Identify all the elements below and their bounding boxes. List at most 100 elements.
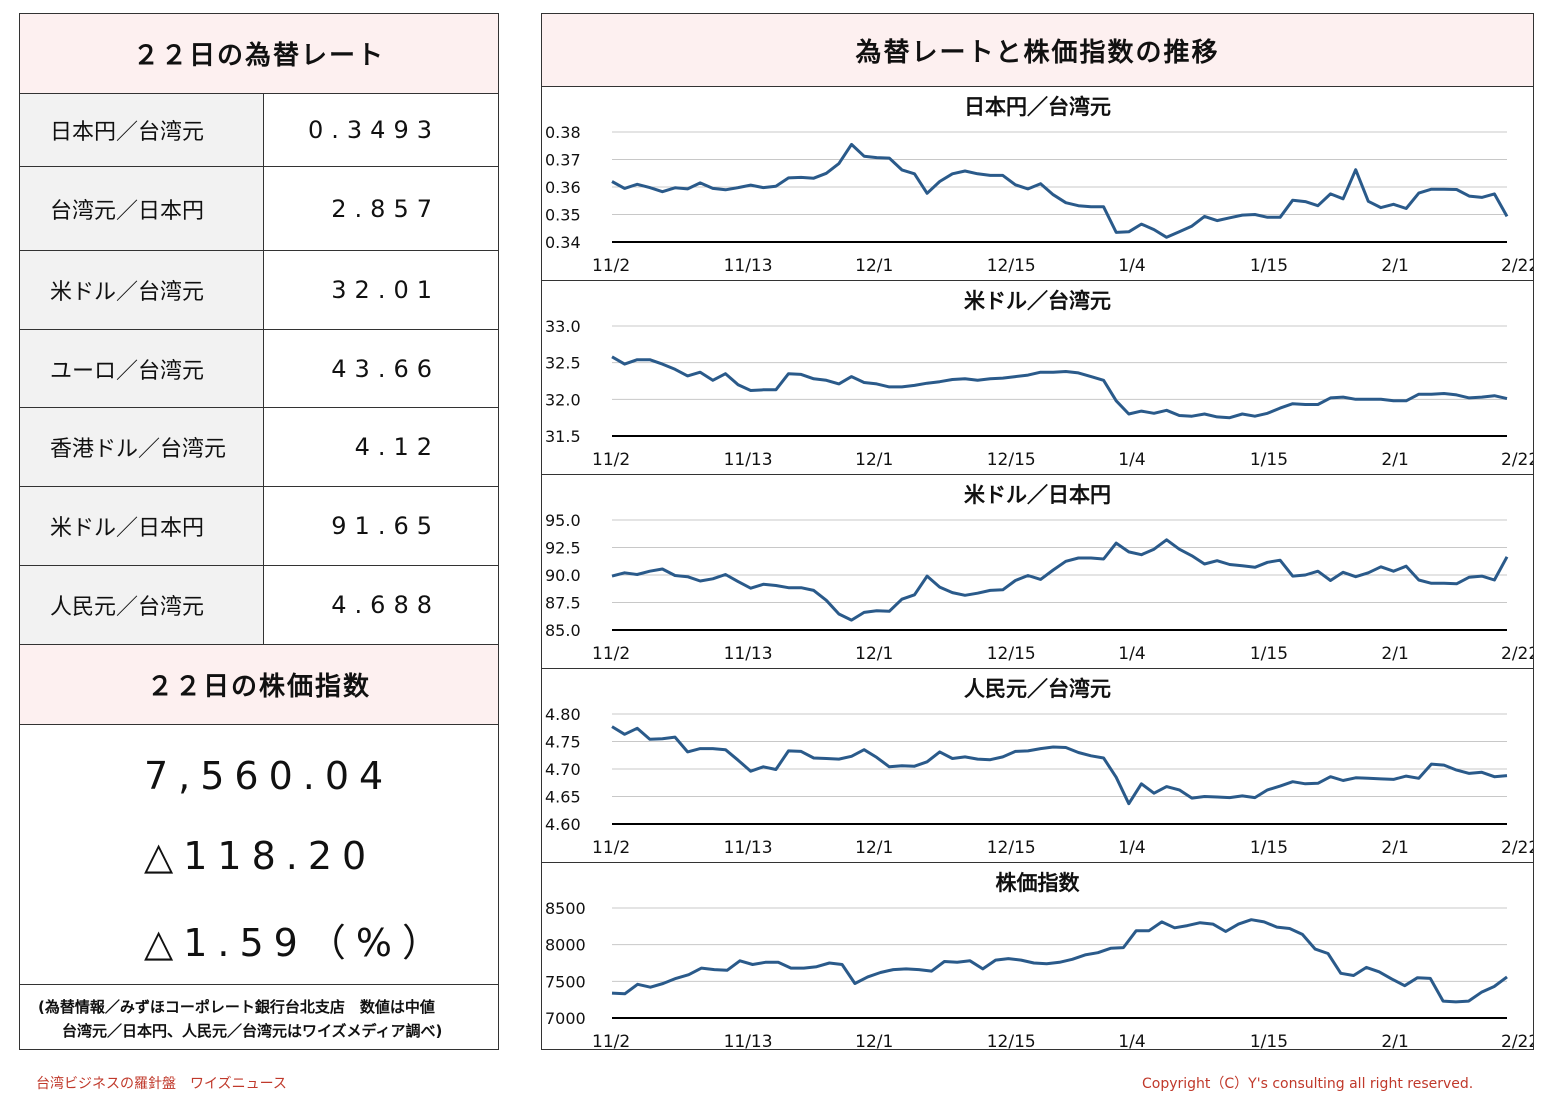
rate-label: 香港ドル／台湾元: [20, 408, 264, 486]
source-note-line2: 台湾元／日本円、人民元／台湾元はワイズメディア調べ): [62, 1022, 443, 1040]
rate-value: 4.688: [331, 591, 440, 619]
x-tick-label: 11/13: [724, 838, 773, 858]
rate-value: 32.01: [331, 276, 440, 304]
line-chart: 95.0 92.5 90.0 87.5 85.0 11/2 11/13 12/1 12/15 1/…: [545, 511, 1533, 664]
x-tick-label: 12/1: [855, 1032, 893, 1052]
stock-change-pct: △1.59（%）: [144, 921, 450, 965]
x-tick-label: 12/15: [987, 838, 1036, 858]
y-tick-label: 4.80: [545, 705, 581, 724]
x-tick-label: 1/15: [1250, 1032, 1288, 1052]
y-tick-label: 33.0: [545, 317, 581, 336]
x-tick-label: 12/15: [987, 1032, 1036, 1052]
y-tick-label: 7500: [545, 972, 586, 991]
y-tick-label: 7000: [545, 1009, 586, 1028]
rate-label: 米ドル／日本円: [20, 487, 264, 565]
x-tick-label: 11/2: [592, 450, 630, 470]
y-tick-label: 32.0: [545, 390, 581, 409]
x-tick-label: 1/4: [1118, 450, 1145, 470]
rate-label: 台湾元／日本円: [20, 167, 264, 250]
x-tick-label: 11/2: [592, 644, 630, 664]
rate-value: 2.857: [331, 194, 440, 223]
rates-title: ２２日の為替レート: [20, 14, 498, 94]
rate-value: 91.65: [331, 512, 440, 540]
x-tick-label: 2/22: [1501, 256, 1533, 276]
series-line: [611, 918, 1508, 1004]
rate-row: 香港ドル／台湾元 4.12: [20, 408, 498, 487]
rate-row: 人民元／台湾元 4.688: [20, 566, 498, 645]
rates-panel: ２２日の為替レート 日本円／台湾元 0.3493 台湾元／日本円 2.857 米…: [19, 13, 499, 1050]
x-tick-label: 1/4: [1118, 256, 1145, 276]
line-chart: 33.0 32.5 32.0 31.5 11/2 11/13 12/1 12/15 1/4 1/1…: [545, 317, 1533, 470]
line-chart: 0.38 0.37 0.36 0.35 0.34 11/2 11/13 12/1 12/15 1/…: [545, 123, 1533, 276]
y-tick-label: 0.38: [545, 123, 581, 142]
y-tick-label: 90.0: [545, 566, 581, 585]
y-tick-label: 0.36: [545, 178, 581, 197]
source-note-line1: (為替情報／みずほコーポレート銀行台北支店 数値は中値: [38, 998, 435, 1016]
y-tick-label: 4.60: [545, 815, 581, 834]
rate-row: ユーロ／台湾元 43.66: [20, 330, 498, 408]
y-tick-label: 95.0: [545, 511, 581, 530]
chart-panel: 米ドル／日本円 95.0 92.5 90.0 87.5 85.0 11/2 11/13 12/1…: [542, 475, 1533, 669]
x-tick-label: 1/4: [1118, 644, 1145, 664]
rate-row: 米ドル／台湾元 32.01: [20, 251, 498, 330]
y-tick-label: 87.5: [545, 594, 581, 613]
stock-title: ２２日の株価指数: [20, 645, 498, 725]
y-tick-label: 85.0: [545, 621, 581, 640]
rate-value: 0.3493: [308, 116, 440, 144]
y-tick-label: 92.5: [545, 539, 581, 558]
x-tick-label: 11/13: [724, 644, 773, 664]
x-tick-label: 1/4: [1118, 1032, 1145, 1052]
footer-brand: 台湾ビジネスの羅針盤 ワイズニュース: [36, 1076, 287, 1092]
chart-title: 米ドル／日本円: [964, 483, 1111, 507]
y-tick-label: 4.70: [545, 760, 581, 779]
chart-title: 株価指数: [995, 871, 1080, 895]
y-tick-label: 32.5: [545, 354, 581, 373]
x-tick-label: 2/22: [1501, 450, 1533, 470]
x-tick-label: 1/15: [1250, 838, 1288, 858]
y-tick-label: 8000: [545, 936, 586, 955]
y-tick-label: 0.34: [545, 233, 581, 252]
x-tick-label: 11/2: [592, 838, 630, 858]
footer-copyright: Copyright（C）Y's consulting all right res…: [1142, 1076, 1474, 1092]
rate-label: 日本円／台湾元: [20, 94, 264, 166]
chart-panel: 日本円／台湾元 0.38 0.37 0.36 0.35 0.34 11/2 11/13 12/1…: [542, 87, 1533, 281]
x-tick-label: 11/13: [724, 256, 773, 276]
x-tick-label: 2/1: [1381, 1032, 1408, 1052]
x-tick-label: 12/15: [987, 256, 1036, 276]
stock-change: △118.20: [144, 834, 377, 878]
x-tick-label: 2/22: [1501, 838, 1533, 858]
rate-row: 日本円／台湾元 0.3493: [20, 94, 498, 167]
rate-label: 人民元／台湾元: [20, 566, 264, 644]
x-tick-label: 12/1: [855, 256, 893, 276]
x-tick-label: 11/2: [592, 256, 630, 276]
chart-title: 日本円／台湾元: [964, 95, 1111, 119]
y-tick-label: 8500: [545, 899, 586, 918]
charts-section-title: 為替レートと株価指数の推移: [542, 14, 1533, 87]
chart-panel: 人民元／台湾元 4.80 4.75 4.70 4.65 4.60 11/2 11/13 12/1…: [542, 669, 1533, 863]
rate-value: 4.12: [354, 433, 440, 461]
y-tick-label: 4.65: [545, 788, 581, 807]
y-tick-label: 0.37: [545, 151, 581, 170]
rate-label: ユーロ／台湾元: [20, 330, 264, 407]
x-tick-label: 1/15: [1250, 450, 1288, 470]
rate-row: 台湾元／日本円 2.857: [20, 167, 498, 251]
chart-title: 人民元／台湾元: [964, 677, 1111, 701]
x-tick-label: 11/2: [592, 1032, 630, 1052]
series-line: [611, 355, 1508, 420]
x-tick-label: 12/1: [855, 450, 893, 470]
x-tick-label: 12/15: [987, 644, 1036, 664]
chart-panel: 株価指数 8500 8000 7500 7000 11/2 11/13 12/1 12/15 1/…: [542, 863, 1533, 1057]
x-tick-label: 1/4: [1118, 838, 1145, 858]
chart-panel: 米ドル／台湾元 33.0 32.5 32.0 31.5 11/2 11/13 12/1 12/1…: [542, 281, 1533, 475]
x-tick-label: 2/1: [1381, 450, 1408, 470]
x-tick-label: 2/1: [1381, 256, 1408, 276]
x-tick-label: 2/1: [1381, 644, 1408, 664]
series-line: [611, 142, 1509, 239]
x-tick-label: 2/22: [1501, 644, 1533, 664]
x-tick-label: 1/15: [1250, 644, 1288, 664]
x-tick-label: 2/1: [1381, 838, 1408, 858]
x-tick-label: 12/15: [987, 450, 1036, 470]
y-tick-label: 31.5: [545, 427, 581, 446]
series-line: [611, 538, 1509, 622]
rate-label: 米ドル／台湾元: [20, 251, 264, 329]
